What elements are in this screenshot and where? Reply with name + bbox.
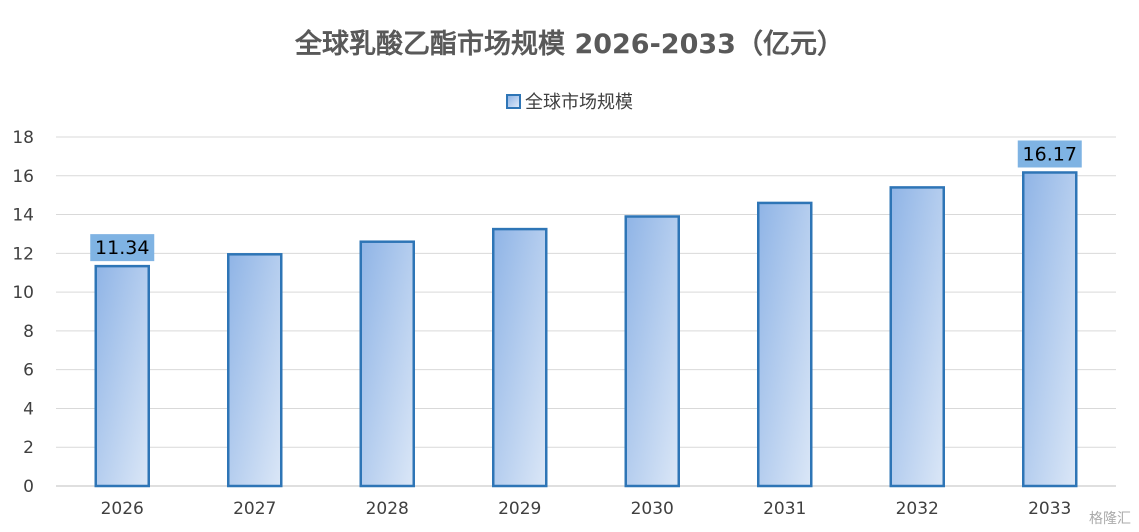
x-axis-ticks: 2026 2027 2028 2029 2030 2031 2032 2033: [101, 499, 1072, 519]
bar-2030: [624, 215, 680, 488]
watermark-text: 格隆汇: [1089, 511, 1131, 527]
data-labels: 11.34 16.17: [90, 140, 1082, 262]
grid-lines: [56, 136, 1116, 487]
legend-swatch-icon: [506, 93, 521, 109]
bars: [94, 171, 1078, 488]
x-tick-label: 2027: [233, 499, 276, 519]
bar-2031: [757, 201, 813, 488]
y-tick-label: 10: [12, 283, 34, 303]
y-tick-label: 14: [12, 206, 34, 226]
y-tick-label: 16: [12, 167, 34, 187]
x-tick-label: 2026: [101, 499, 144, 519]
y-axis-ticks: 0 2 4 6 8 10 12 14 16 18: [12, 128, 34, 497]
x-tick-label: 2030: [631, 499, 674, 519]
x-tick-label: 2033: [1028, 499, 1071, 519]
bar-2033: [1022, 171, 1078, 488]
data-label-text: 11.34: [95, 237, 149, 259]
y-tick-label: 0: [23, 477, 34, 497]
data-label-2026: 11.34: [90, 234, 155, 262]
x-tick-label: 2029: [498, 499, 541, 519]
data-label-2033: 16.17: [1017, 140, 1082, 168]
data-label-background: [1017, 140, 1082, 168]
bar-2029: [492, 227, 548, 488]
y-tick-label: 4: [23, 399, 34, 419]
x-tick-label: 2031: [763, 499, 806, 519]
y-tick-label: 18: [12, 128, 34, 148]
y-tick-label: 8: [23, 322, 34, 342]
bar-2027: [227, 253, 283, 488]
x-tick-label: 2028: [366, 499, 409, 519]
bar-2028: [359, 240, 415, 488]
y-tick-label: 6: [23, 361, 34, 381]
y-tick-label: 12: [12, 244, 34, 264]
data-label-background: [90, 234, 155, 262]
data-label-text: 16.17: [1023, 143, 1077, 165]
legend-label: 全球市场规模: [525, 92, 633, 113]
bar-2026: [94, 264, 150, 488]
chart-title: 全球乳酸乙酯市场规模 2026-2033（亿元）: [295, 29, 844, 60]
x-tick-label: 2032: [896, 499, 939, 519]
chart-legend: 全球市场规模: [0, 88, 1139, 114]
y-tick-label: 2: [23, 438, 34, 458]
bar-2032: [889, 186, 945, 488]
